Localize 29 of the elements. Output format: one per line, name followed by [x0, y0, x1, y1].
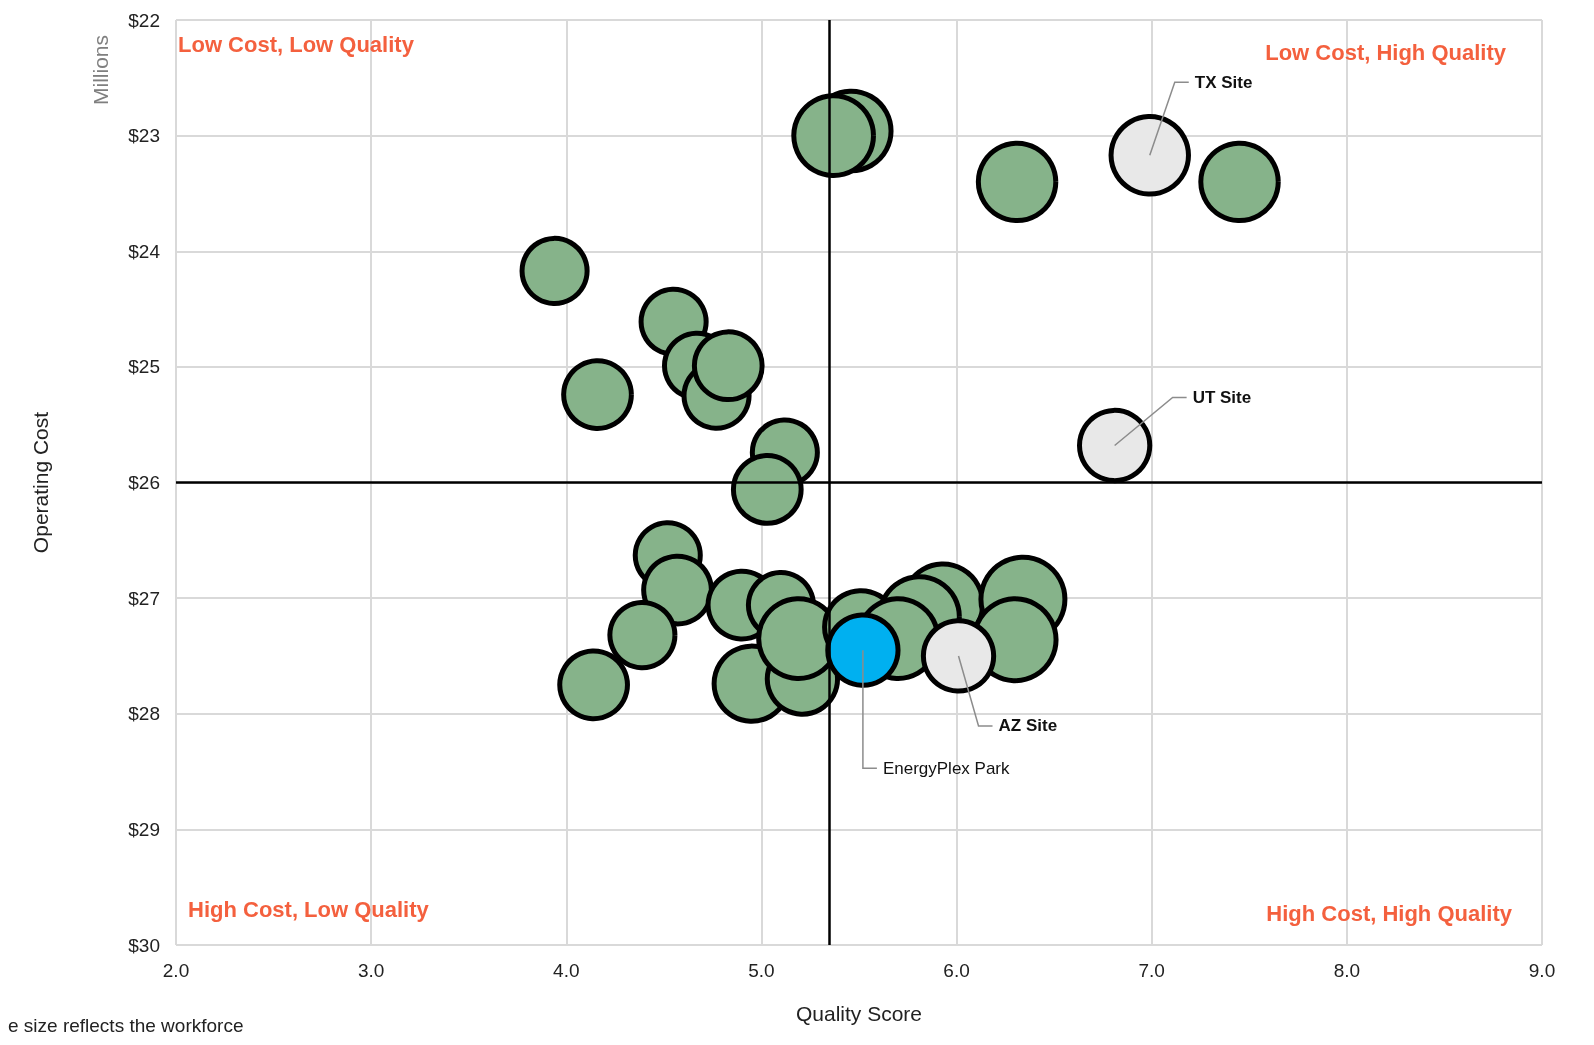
annotation: EnergyPlex Park	[882, 758, 1011, 778]
annotation: UT Site	[1192, 388, 1252, 407]
x-tick-label: 2.0	[162, 960, 190, 981]
y-tick-label: $23	[128, 125, 160, 147]
x-tick-label: 4.0	[553, 960, 580, 981]
x-tick-label: 7.0	[1138, 960, 1165, 981]
y-tick-label: $29	[128, 818, 160, 840]
text: Millions	[88, 34, 112, 106]
annotation: High Cost, Low Quality	[188, 896, 430, 922]
y-tick-label: $28	[128, 703, 160, 725]
x-tick-label: 6.0	[943, 960, 970, 981]
annotation: Low Cost, High Quality	[1265, 39, 1507, 65]
x-axis-title: Quality Score	[795, 1002, 923, 1025]
x-tick-label: 5.0	[748, 960, 775, 981]
y-tick-label: $26	[128, 472, 160, 493]
annotation: Low Cost, Low Quality	[178, 31, 415, 57]
annotation: High Cost, High Quality	[1266, 900, 1513, 926]
annotation: TX Site	[1194, 72, 1253, 92]
y-tick-label: $25	[128, 356, 160, 378]
y-tick-label: $27	[128, 587, 160, 609]
y-tick-label: $30	[128, 934, 160, 956]
annotation: AZ Site	[998, 716, 1058, 736]
text: e size reflects the workforce	[8, 1014, 244, 1036]
y-axis-title: Operating Cost	[29, 411, 52, 554]
x-tick-label: 8.0	[1333, 960, 1361, 981]
x-tick-label: 9.0	[1528, 960, 1556, 981]
y-tick-label: $22	[128, 9, 160, 31]
y-tick-label: $24	[128, 240, 161, 262]
x-tick-label: 3.0	[357, 960, 385, 981]
